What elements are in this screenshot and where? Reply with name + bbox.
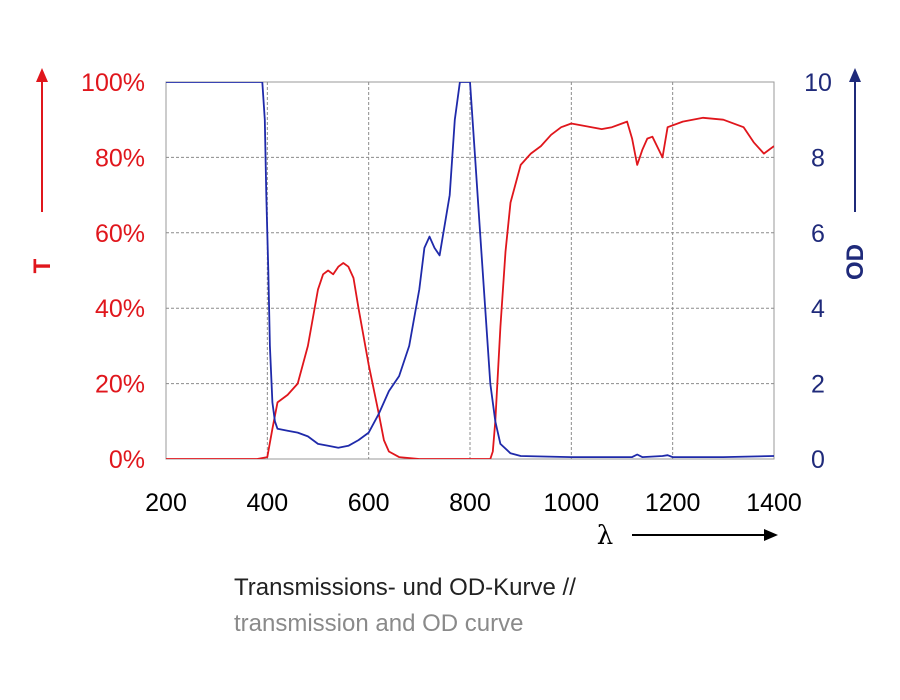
x-axis-arrow xyxy=(632,529,778,541)
left-axis-title: T xyxy=(29,258,56,273)
left-tick-label: 40% xyxy=(95,295,145,323)
left-tick-label: 20% xyxy=(95,371,145,399)
x-tick-label: 1000 xyxy=(544,489,600,517)
ticks: 200 400 600 800 1000 1200 1400 0% 20% 40% 60% 80% 10… xyxy=(81,69,832,517)
left-tick-label: 100% xyxy=(81,69,145,97)
right-axis-title: OD xyxy=(842,244,869,280)
x-tick-label: 600 xyxy=(348,489,390,517)
x-tick-label: 1400 xyxy=(746,489,802,517)
x-tick-label: 800 xyxy=(449,489,491,517)
right-tick-label: 6 xyxy=(811,220,825,248)
right-tick-label: 0 xyxy=(811,446,825,474)
x-axis-title: λ xyxy=(597,521,613,551)
right-tick-label: 8 xyxy=(811,144,825,172)
right-tick-label: 4 xyxy=(811,295,825,323)
left-axis-arrow xyxy=(36,68,48,212)
left-tick-label: 80% xyxy=(95,144,145,172)
left-tick-label: 60% xyxy=(95,220,145,248)
x-tick-label: 400 xyxy=(246,489,288,517)
right-axis-arrow xyxy=(849,68,861,212)
left-tick-label: 0% xyxy=(109,446,145,474)
right-tick-label: 2 xyxy=(811,371,825,399)
series-line-od xyxy=(166,82,774,458)
x-tick-label: 1200 xyxy=(645,489,701,517)
series-line-transmission xyxy=(166,116,774,459)
x-tick-label: 200 xyxy=(145,489,187,517)
grid xyxy=(166,82,774,459)
right-tick-label: 10 xyxy=(804,69,832,97)
series-layer xyxy=(166,82,774,459)
caption-german: Transmissions- und OD-Kurve // xyxy=(234,574,576,601)
caption-english: transmission and OD curve xyxy=(234,610,524,637)
